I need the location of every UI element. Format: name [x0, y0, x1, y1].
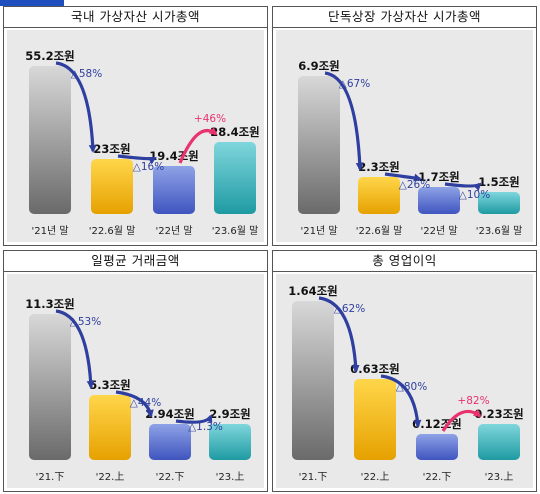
chart-panel-single-listed-market-cap: 단독상장 가상자산 시가총액 6.9조원 '21년 말 2.3조원 '22.6월 말 1… [272, 6, 537, 246]
category-label: '23.6월 말 [476, 225, 523, 237]
category-label: '23.上 [485, 471, 514, 483]
change-label: △58% [71, 68, 102, 80]
change-label: △10% [459, 189, 490, 201]
category-label: '23.上 [216, 471, 245, 483]
change-label: △62% [334, 303, 365, 315]
value-label: 2.9조원 [209, 407, 251, 421]
change-label: △1.3% [188, 421, 223, 433]
value-label: 2.94조원 [145, 407, 195, 421]
chart-area: 11.3조원 '21.下 5.3조원 '22.上 2.94조원 '22.下 2.9조원 '23… [7, 274, 264, 488]
change-arrow [55, 309, 95, 389]
category-label: '21.下 [299, 472, 328, 483]
bar [149, 424, 191, 460]
value-label: 0.63조원 [350, 362, 400, 376]
category-label: '21년 말 [300, 225, 337, 237]
change-arrow [117, 154, 157, 165]
bar [416, 434, 458, 460]
category-label: '22.下 [423, 472, 452, 483]
change-label: △67% [339, 78, 370, 90]
change-label: △26% [399, 179, 430, 191]
change-label: △80% [396, 381, 427, 393]
bar [418, 187, 460, 214]
top-accent-bar [0, 0, 64, 6]
change-label: △44% [130, 397, 161, 409]
bar [214, 142, 256, 214]
category-label: '22년 말 [155, 225, 192, 237]
category-label: '22.下 [156, 472, 185, 483]
chart-title: 국내 가상자산 시가총액 [4, 7, 267, 28]
change-label: +46% [194, 113, 226, 125]
value-label: 28.4조원 [210, 125, 260, 139]
change-label: +82% [457, 395, 489, 407]
chart-title: 일평균 거래금액 [4, 251, 267, 272]
value-label: 11.3조원 [25, 297, 75, 311]
change-arrow [55, 61, 97, 153]
bar [153, 166, 195, 214]
change-arrow [115, 390, 154, 418]
value-label: 1.7조원 [418, 170, 460, 184]
change-arrow [175, 414, 213, 424]
bar [29, 314, 71, 460]
bar [209, 424, 251, 460]
bar [292, 301, 334, 460]
bar [89, 395, 131, 460]
chart-panel-market-cap: 국내 가상자산 시가총액 55.2조원 '21년 말 23조원 '22.6월 말 19.… [3, 6, 268, 246]
bar [478, 192, 520, 214]
value-label: 23조원 [93, 142, 130, 156]
bar [91, 159, 133, 214]
chart-title: 단독상장 가상자산 시가총액 [273, 7, 536, 28]
change-arrow [318, 296, 360, 373]
category-label: '22.上 [96, 471, 125, 483]
category-label: '22.6월 말 [356, 225, 403, 237]
value-label: 1.5조원 [478, 175, 520, 189]
category-label: '21.下 [36, 472, 65, 483]
category-label: '21년 말 [31, 225, 68, 237]
chart-panel-operating-profit: 총 영업이익 1.64조원 '21.下 0.63조원 '22.上 0.12조원 '22.下… [272, 250, 537, 492]
value-label: 0.23조원 [474, 407, 524, 421]
change-arrow [444, 182, 482, 192]
chart-area: 1.64조원 '21.下 0.63조원 '22.上 0.12조원 '22.下 0.23조원 '… [276, 274, 533, 488]
bar [298, 76, 340, 214]
value-label: 6.9조원 [298, 59, 340, 73]
chart-svg: 6.9조원 '21년 말 2.3조원 '22.6월 말 1.7조원 '22년 말 1.5조원… [298, 59, 523, 237]
chart-area: 6.9조원 '21년 말 2.3조원 '22.6월 말 1.7조원 '22년 말 1.5조원… [276, 30, 533, 242]
change-label: △53% [70, 316, 101, 328]
bar [478, 424, 520, 460]
category-label: '22.上 [361, 471, 390, 483]
chart-svg: 1.64조원'21.下0.63조원'22.上0.12조원'22.下0.23조원'… [288, 284, 524, 483]
bar [358, 177, 400, 214]
bar [354, 379, 396, 460]
change-arrow [441, 409, 482, 432]
change-arrow [324, 71, 364, 171]
value-label: 55.2조원 [25, 49, 75, 63]
category-label: '22년 말 [420, 225, 457, 237]
value-label: 5.3조원 [89, 378, 131, 392]
change-label: △16% [133, 161, 164, 173]
category-label: '23.6월 말 [212, 225, 259, 237]
value-label: 1.64조원 [288, 284, 338, 298]
category-label: '22.6월 말 [89, 225, 136, 237]
chart-panel-daily-trading-volume: 일평균 거래금액 11.3조원 '21.下 5.3조원 '22.上 2.94조원 '22.… [3, 250, 268, 492]
chart-area: 55.2조원 '21년 말 23조원 '22.6월 말 19.4조원 '22년 말 28.4… [7, 30, 264, 242]
change-arrow [380, 374, 422, 428]
bar [29, 66, 71, 214]
change-arrow [384, 172, 422, 182]
chart-title: 총 영업이익 [273, 251, 536, 272]
chart-svg: 11.3조원 '21.下 5.3조원 '22.上 2.94조원 '22.下 2.9조원 '23… [25, 297, 251, 483]
value-label: 2.3조원 [358, 160, 400, 174]
change-arrow [178, 127, 218, 164]
